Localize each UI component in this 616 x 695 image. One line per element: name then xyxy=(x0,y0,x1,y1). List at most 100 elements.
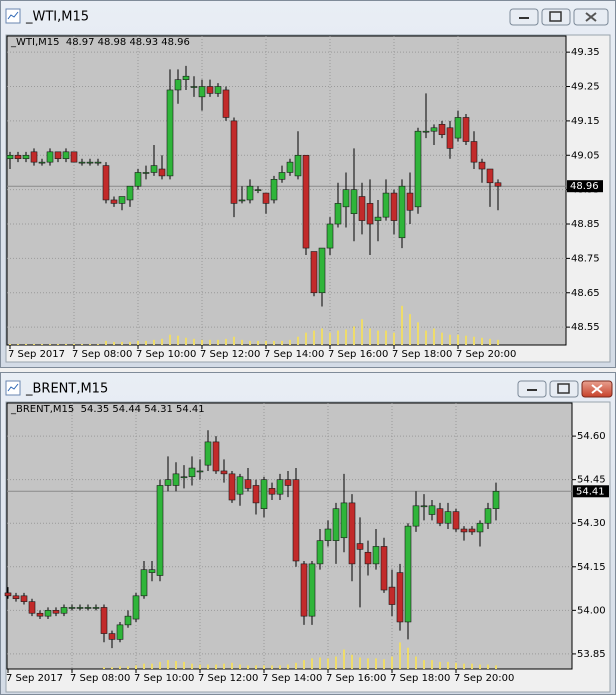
volume-bar xyxy=(89,343,91,345)
volume-bar xyxy=(185,337,187,345)
x-tick-label: 7 Sep 08:00 xyxy=(72,349,132,360)
volume-bar xyxy=(145,340,147,345)
restore-glyph xyxy=(557,383,570,394)
volume-bar xyxy=(25,343,27,345)
chart: 54.60 54.45 54.30 54.15 54.00 53.85 7 Sep 2017… xyxy=(4,402,609,684)
candle-body xyxy=(228,473,236,501)
y-tick-label: 48.55 xyxy=(571,322,600,333)
candle-body xyxy=(22,154,30,160)
window-icon-glyph xyxy=(7,11,19,20)
volume-bar xyxy=(463,663,465,669)
volume-bar xyxy=(417,322,419,345)
volume-bar xyxy=(169,334,171,345)
candle-body xyxy=(190,86,198,88)
candle-body xyxy=(468,528,476,533)
candle-body xyxy=(278,172,286,180)
last-price-box xyxy=(567,180,603,193)
candle-body xyxy=(420,505,428,508)
candle-body xyxy=(300,563,308,617)
candle-body xyxy=(414,130,422,208)
volume-bar xyxy=(391,656,393,669)
x-tick-label: 7 Sep 2017 xyxy=(8,349,65,360)
volume-bar xyxy=(97,343,99,345)
volume-bar xyxy=(345,329,347,345)
volume-bar xyxy=(449,334,451,345)
volume-bar xyxy=(175,661,177,669)
candle-body xyxy=(486,168,494,184)
volume-bar xyxy=(359,657,361,669)
volume-bar xyxy=(73,343,75,345)
y-tick-label: 48.65 xyxy=(571,288,600,299)
candle-body xyxy=(70,151,78,163)
volume-bar xyxy=(191,663,193,669)
volume-bar xyxy=(313,330,315,345)
candle-body xyxy=(182,75,190,80)
candle-body xyxy=(30,151,38,163)
x-tick-label: 7 Sep 16:00 xyxy=(328,349,388,360)
candle-body xyxy=(348,502,356,565)
volume-bar xyxy=(241,339,243,345)
volume-bar xyxy=(265,340,267,345)
candle-body xyxy=(14,154,22,160)
candle-body xyxy=(372,546,380,565)
candle-body xyxy=(412,505,420,527)
volume-bar xyxy=(337,330,339,345)
volume-bar xyxy=(401,305,403,345)
volume-bar xyxy=(41,343,43,345)
candle-body xyxy=(364,551,372,565)
restore-button[interactable] xyxy=(549,380,579,398)
y-tick-label: 54.60 xyxy=(577,431,606,442)
candle-body xyxy=(84,607,92,609)
volume-bar xyxy=(335,656,337,669)
volume-bar xyxy=(289,339,291,345)
candle-body xyxy=(126,185,134,201)
candle-body xyxy=(118,196,126,204)
volume-bar xyxy=(159,661,161,669)
candle-body xyxy=(166,89,174,177)
last-price-label: 48.96 xyxy=(570,181,599,192)
restore-button[interactable] xyxy=(541,8,571,26)
window-title: _BRENT,M15 xyxy=(25,382,108,397)
volume-bar xyxy=(343,649,345,669)
volume-bar xyxy=(497,339,499,345)
candle-body xyxy=(164,479,172,486)
candle-body xyxy=(244,479,252,489)
candle-body xyxy=(470,141,478,163)
candle-body xyxy=(476,522,484,533)
candle-body xyxy=(140,569,148,597)
candle-body xyxy=(4,592,12,597)
candle-body xyxy=(132,595,140,620)
candle-body xyxy=(158,168,166,177)
volume-bar xyxy=(479,664,481,669)
candle-body xyxy=(108,633,116,640)
x-tick-label: 7 Sep 2017 xyxy=(6,673,63,684)
candle-body xyxy=(78,161,86,164)
volume-bar xyxy=(361,319,363,345)
volume-bar xyxy=(425,330,427,345)
volume-bar xyxy=(441,332,443,345)
volume-bar xyxy=(143,663,145,669)
volume-bar xyxy=(121,341,123,345)
candle-body xyxy=(484,508,492,524)
candle-body xyxy=(404,525,412,623)
candle-body xyxy=(284,479,292,486)
volume-bar xyxy=(199,664,201,669)
candle-body xyxy=(198,86,206,98)
volume-bar xyxy=(383,659,385,669)
volume-bar xyxy=(353,326,355,345)
plot-area xyxy=(6,35,567,346)
volume-bar xyxy=(311,658,313,669)
candle-body xyxy=(478,161,486,170)
volume-bar xyxy=(255,665,257,669)
window-title: _WTI,M15 xyxy=(25,10,89,25)
window-icon-glyph xyxy=(7,383,19,392)
candle-body xyxy=(358,196,366,221)
volume-bar xyxy=(351,654,353,669)
candle-body xyxy=(308,563,316,617)
volume-bar xyxy=(225,338,227,345)
candle-body xyxy=(214,86,222,94)
volume-bar xyxy=(295,662,297,669)
volume-bar xyxy=(303,660,305,669)
candle-body xyxy=(268,488,276,495)
volume-bar xyxy=(113,341,115,345)
